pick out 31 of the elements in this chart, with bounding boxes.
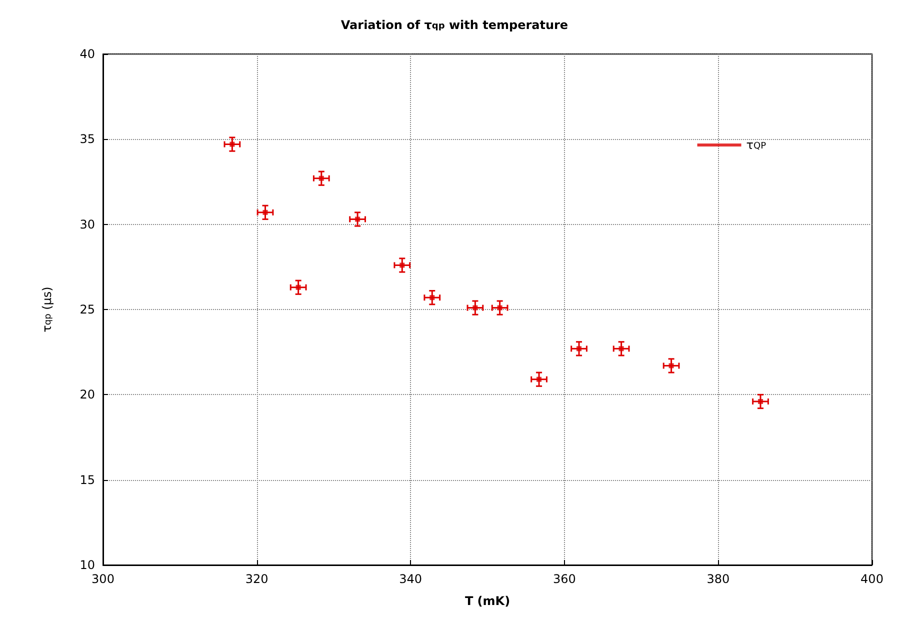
x-tick-label: 300 — [92, 572, 114, 586]
x-axis-title: T (mK) — [464, 594, 510, 608]
x-tick-label: 360 — [552, 572, 576, 586]
point — [472, 305, 478, 310]
point — [230, 142, 235, 147]
y-tick-label: 25 — [80, 302, 95, 316]
y-tick-label: 15 — [80, 472, 95, 487]
legend-label: τQP — [746, 138, 767, 152]
y-axis-title: τqp (μs) — [40, 286, 54, 332]
y-tick-label: 40 — [80, 47, 95, 61]
point — [668, 363, 674, 368]
point — [262, 210, 268, 215]
point — [618, 346, 624, 352]
chart-title: Variation of τqp with temperature — [340, 18, 568, 32]
point — [430, 295, 435, 300]
point — [400, 262, 405, 268]
point — [296, 284, 301, 290]
y-tick-label: 10 — [80, 558, 95, 572]
point — [318, 176, 324, 181]
x-tick-label: 340 — [399, 572, 422, 586]
x-tick-label: 400 — [860, 572, 884, 586]
y-tick-label: 35 — [80, 132, 95, 146]
point — [576, 346, 582, 352]
point — [536, 376, 542, 382]
point — [497, 305, 502, 310]
x-tick-label: 380 — [706, 572, 730, 586]
y-tick-label: 20 — [80, 388, 95, 402]
point — [758, 398, 763, 404]
x-tick-label: 320 — [245, 572, 268, 586]
y-tick-label: 30 — [80, 217, 95, 232]
point — [355, 216, 360, 222]
